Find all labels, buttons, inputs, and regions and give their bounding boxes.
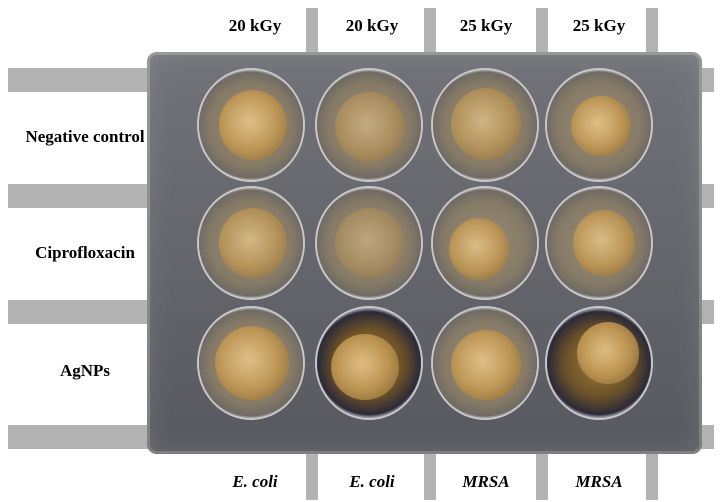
hydrogel-disc	[219, 90, 287, 160]
well-a3	[433, 70, 537, 180]
well-c1	[199, 308, 303, 418]
hydrogel-disc	[449, 218, 509, 280]
hydrogel-disc	[215, 326, 289, 400]
column-label-dose: 25 kGy	[459, 16, 513, 35]
well-a2	[317, 70, 421, 180]
hydrogel-disc	[335, 208, 405, 278]
well-b3	[433, 188, 537, 298]
row-label-ciprofloxacin: Ciprofloxacin	[35, 243, 135, 262]
column-label-organism: E. coli	[349, 472, 395, 491]
column-label-organism: MRSA	[575, 472, 623, 491]
hydrogel-disc	[573, 210, 635, 276]
well-a4	[547, 70, 651, 180]
well-a1	[199, 70, 303, 180]
hydrogel-disc	[451, 330, 521, 400]
hydrogel-disc	[331, 334, 399, 400]
hydrogel-disc	[577, 322, 639, 384]
column-label-dose: 20 kGy	[345, 16, 399, 35]
column-label-dose: 20 kGy	[228, 16, 282, 35]
well-b2	[317, 188, 421, 298]
hydrogel-disc	[571, 96, 631, 156]
well-c2	[317, 308, 421, 418]
well-b1	[199, 188, 303, 298]
column-label-organism: MRSA	[462, 472, 510, 491]
hydrogel-disc	[219, 208, 287, 278]
hydrogel-disc	[335, 92, 405, 162]
well-b4	[547, 188, 651, 298]
column-label-organism: E. coli	[232, 472, 278, 491]
row-label-negative-control: Negative control	[25, 127, 145, 146]
column-label-dose: 25 kGy	[572, 16, 626, 35]
row-label-agnps: AgNPs	[59, 361, 111, 380]
well-c3	[433, 308, 537, 418]
hydrogel-disc	[451, 88, 521, 160]
well-c4	[547, 308, 651, 418]
well-plate-photo	[147, 52, 702, 454]
